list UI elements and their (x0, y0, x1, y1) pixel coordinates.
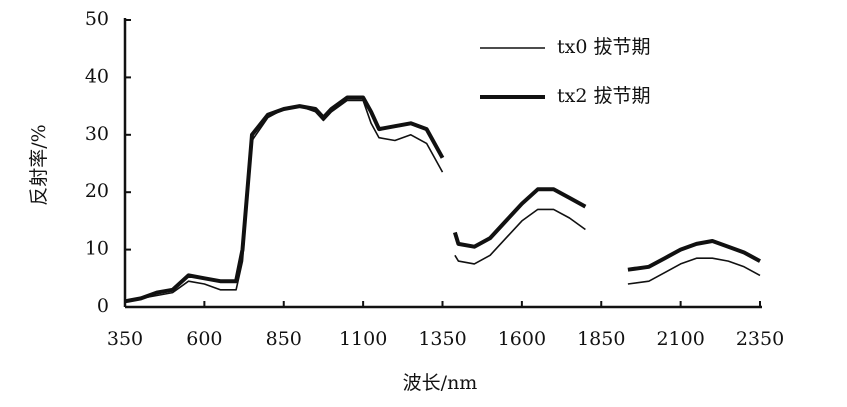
x-tick-label: 1600 (498, 328, 546, 350)
y-axis-label: 反射率/% (28, 124, 50, 205)
legend-label: tx2 拔节期 (557, 85, 650, 107)
x-tick-label: 850 (266, 328, 302, 350)
legend-label: tx0 拔节期 (557, 36, 650, 58)
x-tick-label: 1850 (577, 328, 625, 350)
x-tick-label: 1100 (339, 328, 387, 350)
x-tick-label: 600 (186, 328, 222, 350)
y-tick-label: 20 (85, 180, 109, 202)
x-tick-label: 350 (107, 328, 143, 350)
y-tick-label: 40 (85, 65, 109, 87)
x-tick-label: 2100 (656, 328, 704, 350)
series-line (124, 99, 761, 303)
series-line (124, 95, 761, 304)
x-tick-label: 2350 (736, 328, 784, 350)
y-tick-label: 0 (97, 295, 109, 317)
y-tick-label: 30 (85, 123, 109, 145)
y-tick-label: 10 (85, 238, 109, 260)
x-axis-label: 波长/nm (403, 372, 478, 394)
x-tick-label: 1350 (418, 328, 466, 350)
y-tick-label: 50 (85, 8, 109, 30)
